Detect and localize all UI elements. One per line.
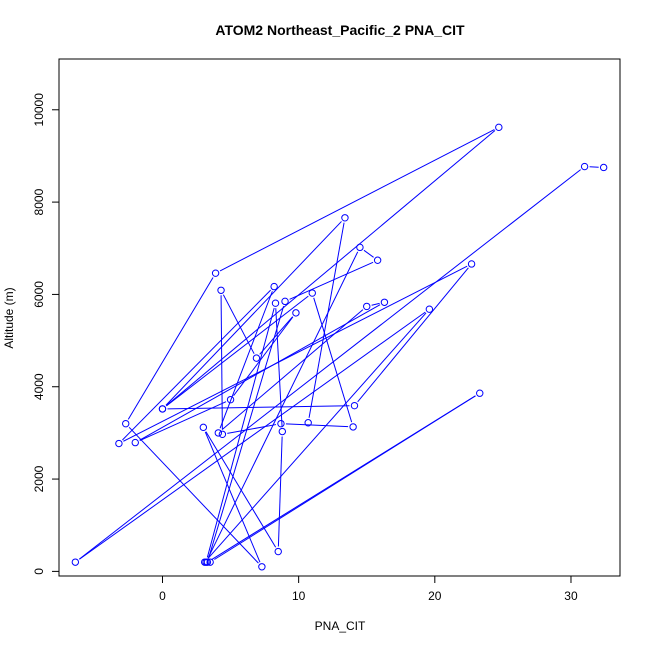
series-segment <box>207 312 427 559</box>
series-segment <box>139 401 227 441</box>
y-tick-label: 2000 <box>32 465 46 492</box>
data-point <box>226 395 235 404</box>
series-segment <box>275 308 283 427</box>
series-segment <box>289 261 374 300</box>
series-segment <box>227 424 277 434</box>
data-point <box>281 297 289 306</box>
data-point <box>278 427 287 436</box>
x-axis: 0 10 20 30 <box>159 575 578 603</box>
y-tick-label: 0 <box>32 568 46 575</box>
series-segment <box>165 130 496 407</box>
series-segment <box>204 431 261 563</box>
series-segment <box>233 316 294 396</box>
data-point <box>271 299 280 307</box>
series-segment <box>78 169 581 560</box>
data-point <box>202 558 210 566</box>
data-point <box>199 423 208 432</box>
data-point <box>206 558 214 566</box>
data-point <box>292 309 300 317</box>
series-segment <box>206 307 275 558</box>
data-point <box>341 214 349 222</box>
data-point <box>71 558 80 566</box>
series-segment <box>259 316 294 355</box>
series-segment <box>363 249 374 258</box>
series-segment <box>211 395 476 560</box>
series-segment <box>167 405 350 410</box>
series-segment <box>139 304 381 441</box>
series-segment <box>221 309 364 431</box>
data-point <box>115 439 123 448</box>
data-point <box>277 419 285 428</box>
series-segment <box>165 221 342 406</box>
data-point <box>122 419 130 428</box>
data-point <box>599 163 608 172</box>
data-point <box>580 162 589 171</box>
data-point <box>350 401 359 410</box>
data-point <box>380 298 389 306</box>
x-tick-label: 20 <box>428 589 442 603</box>
data-point <box>214 429 223 437</box>
data-point <box>495 123 503 132</box>
series-segment <box>313 297 353 423</box>
series-segment <box>357 267 469 403</box>
data-point <box>425 305 434 313</box>
plot-area <box>58 58 621 577</box>
series-segment <box>308 222 345 418</box>
data-point <box>308 289 316 297</box>
data-point <box>211 269 220 277</box>
data-point <box>476 389 484 397</box>
x-tick-label: 10 <box>292 589 306 603</box>
y-tick-label: 4000 <box>32 373 46 400</box>
y-tick-label: 8000 <box>32 188 46 215</box>
data-point <box>467 260 476 268</box>
series-segment <box>285 423 349 428</box>
x-axis-label: PNA_CIT <box>315 619 366 633</box>
data-series <box>71 123 608 571</box>
series-segment <box>205 431 277 548</box>
series-segment <box>207 251 359 558</box>
series-segment <box>127 277 214 420</box>
series-segment <box>166 295 309 407</box>
data-point <box>349 423 357 431</box>
chart-title: ATOM2 Northeast_Pacific_2 PNA_CIT <box>215 22 465 38</box>
series-segment <box>123 265 468 442</box>
series-segment <box>277 436 283 547</box>
data-point <box>373 256 382 264</box>
data-point <box>304 419 312 427</box>
series-segment <box>371 302 380 306</box>
series-segment <box>208 305 285 558</box>
y-tick-label: 10000 <box>32 93 46 127</box>
data-point <box>270 282 278 291</box>
data-point <box>158 405 167 413</box>
data-point <box>258 563 266 571</box>
y-tick-label: 6000 <box>32 281 46 308</box>
data-point <box>356 243 364 252</box>
y-axis: 0 2000 4000 6000 8000 10000 <box>32 93 60 575</box>
series-segment <box>128 426 259 564</box>
data-point <box>363 302 371 311</box>
y-axis-label: Altitude (m) <box>2 287 16 348</box>
series-segment <box>222 294 255 354</box>
data-point <box>218 430 227 438</box>
series-segment <box>219 129 495 272</box>
data-point <box>274 547 282 556</box>
x-tick-label: 30 <box>564 589 578 603</box>
series-segment <box>79 311 426 560</box>
data-point <box>252 354 261 362</box>
series-segment <box>219 291 273 429</box>
x-tick-label: 0 <box>159 589 166 603</box>
series-segment <box>122 289 271 441</box>
data-point <box>217 286 225 294</box>
data-point <box>131 438 139 447</box>
series-segment <box>220 295 223 430</box>
